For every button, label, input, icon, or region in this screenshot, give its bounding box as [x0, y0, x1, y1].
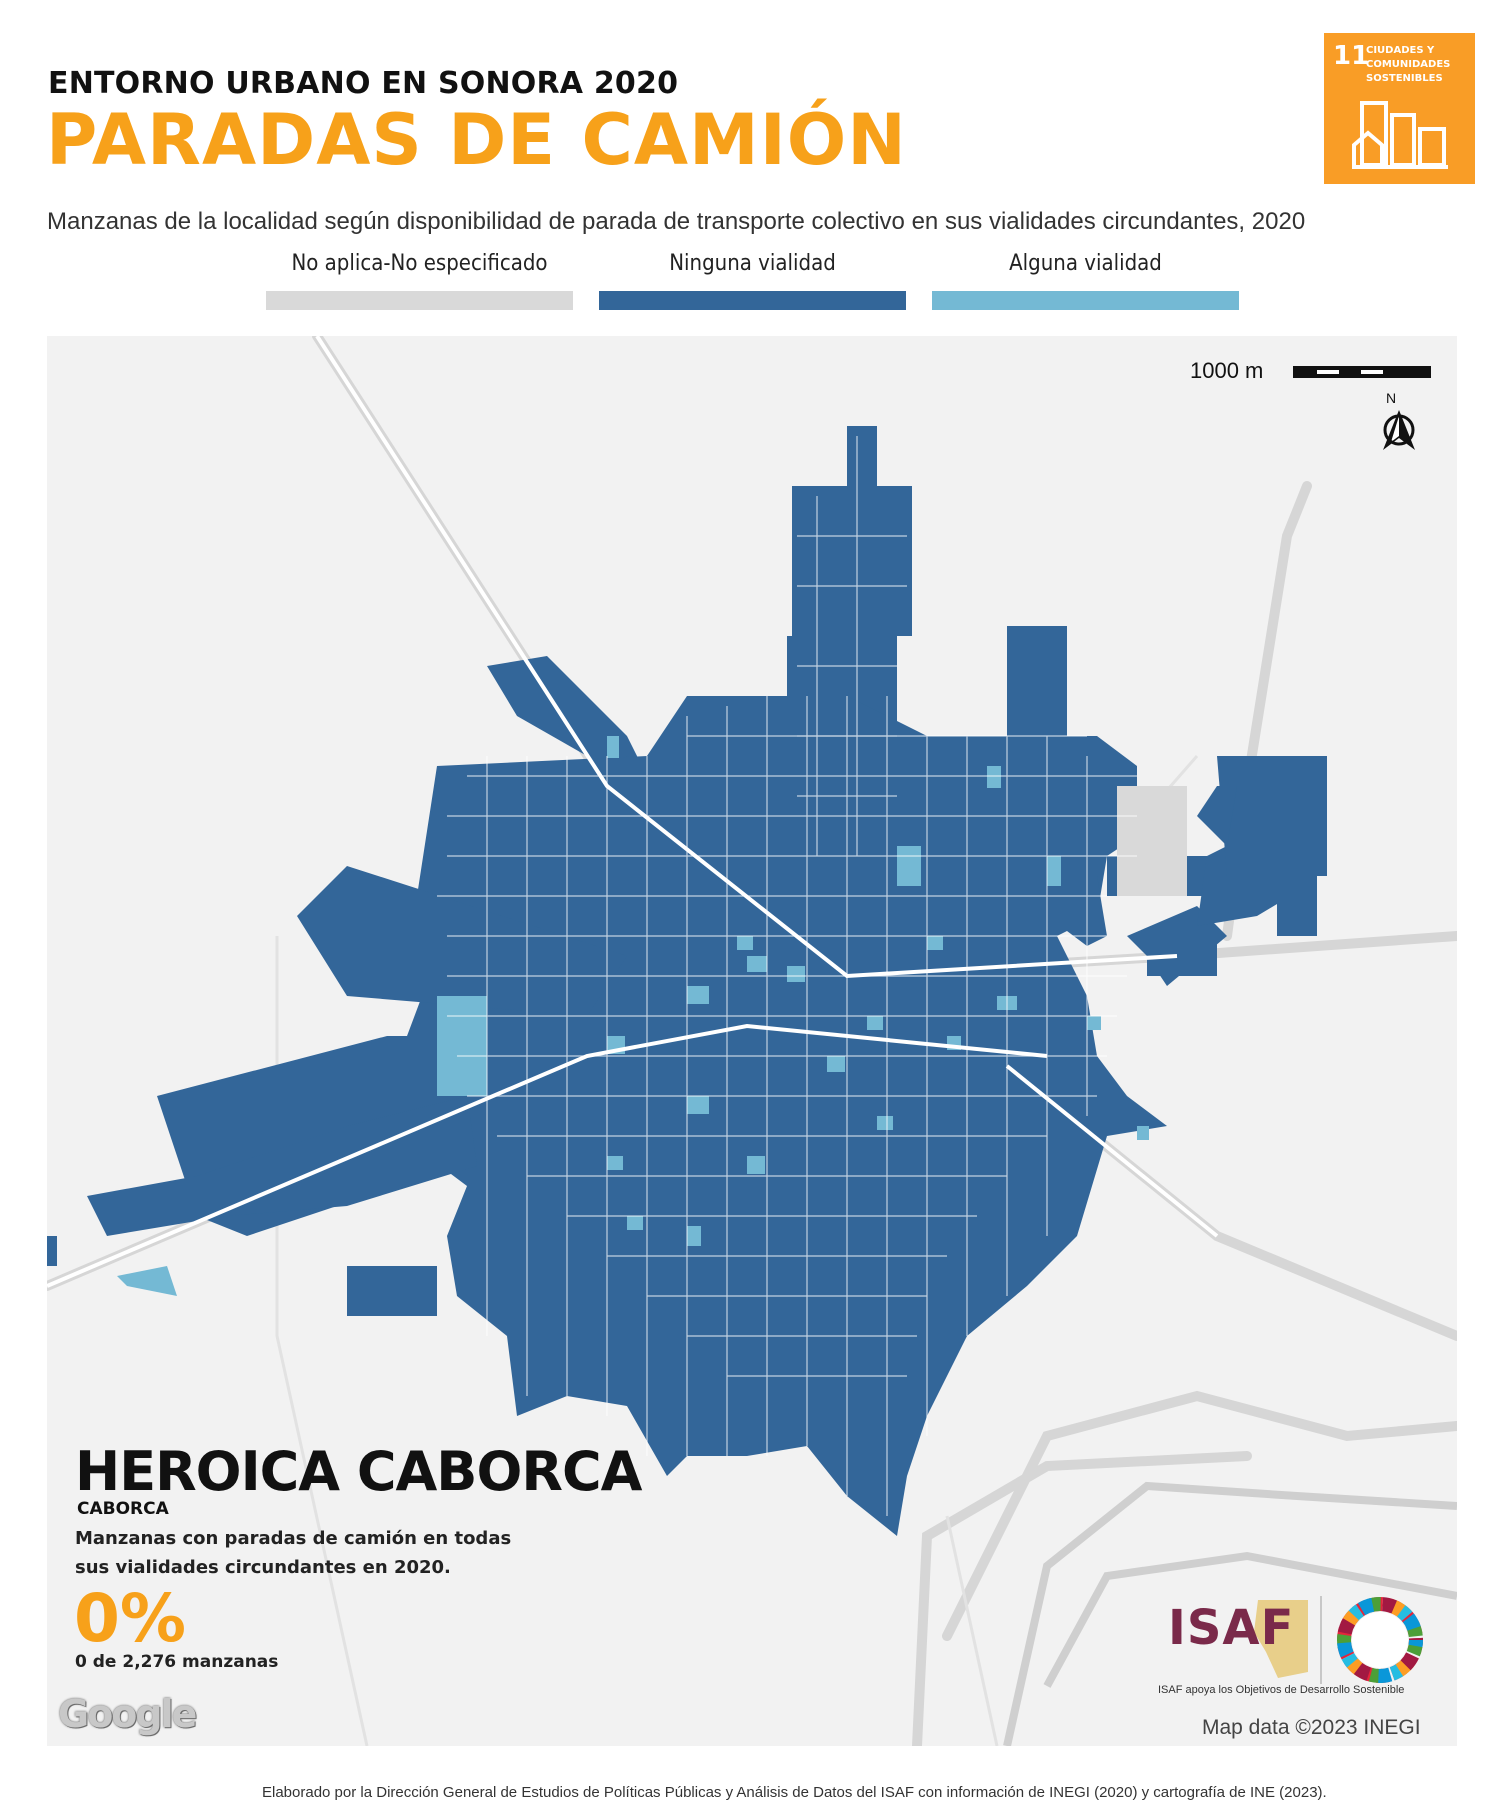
legend-swatch — [599, 291, 906, 310]
north-arrow-icon — [1383, 410, 1415, 450]
north-label: N — [1386, 390, 1397, 406]
footer-credits: Elaborado por la Dirección General de Es… — [262, 1784, 1327, 1801]
legend-item-ninguna: Ninguna vialidad — [599, 251, 906, 310]
sdg-wheel-icon — [1337, 1597, 1423, 1683]
legend-label: Ninguna vialidad — [669, 251, 836, 276]
map-area[interactable] — [47, 336, 1457, 1746]
scale-label: 1000 m — [1190, 358, 1264, 383]
map-canvas[interactable] — [47, 336, 1457, 1746]
map-attribution: Map data ©2023 INEGI — [1202, 1716, 1421, 1739]
scale-bar — [1293, 366, 1431, 378]
isaf-tagline: ISAF apoya los Objetivos de Desarrollo S… — [1158, 1684, 1405, 1696]
stat-count: 0 de 2,276 manzanas — [75, 1652, 279, 1672]
legend-swatch — [932, 291, 1239, 310]
place-name: HEROICA CABORCA — [75, 1440, 642, 1503]
isaf-state-shape-icon — [1254, 1596, 1423, 1684]
kicker-title: ENTORNO URBANO EN SONORA 2020 — [48, 66, 679, 101]
stat-percent: 0% — [74, 1580, 187, 1657]
google-logo: Google — [58, 1692, 197, 1736]
page-title: PARADAS DE CAMIÓN — [46, 99, 907, 181]
sdg-number: 11 — [1333, 41, 1370, 71]
sdg-11-badge: 11 CIUDADES Y COMUNIDADES SOSTENIBLES — [1324, 33, 1475, 184]
legend-item-no-aplica: No aplica-No especificado — [266, 251, 573, 310]
legend-label: Alguna vialidad — [1009, 251, 1162, 276]
municipality-name: CABORCA — [77, 1499, 169, 1519]
isaf-wordmark: ISAF — [1168, 1600, 1295, 1656]
subtitle: Manzanas de la localidad según disponibi… — [47, 208, 1306, 235]
stat-description: Manzanas con paradas de camión en todas … — [75, 1528, 512, 1578]
sdg-text: CIUDADES Y COMUNIDADES SOSTENIBLES — [1366, 45, 1451, 84]
legend-label: No aplica-No especificado — [291, 251, 548, 276]
city-icon — [1352, 101, 1448, 169]
isaf-logo-block: ISAF ISAF apoya los Objetivos de Desarro… — [1158, 1592, 1438, 1702]
legend-item-alguna: Alguna vialidad — [932, 251, 1239, 310]
legend-swatch — [266, 291, 573, 310]
